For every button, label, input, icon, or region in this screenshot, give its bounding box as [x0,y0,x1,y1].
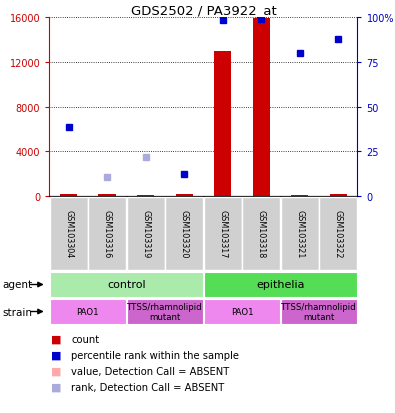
Text: ■: ■ [51,382,62,392]
Text: PAO1: PAO1 [77,307,99,316]
Bar [175,194,193,197]
Bar [204,197,242,271]
Text: strain: strain [2,307,32,317]
Text: TTSS/rhamnolipid
mutant: TTSS/rhamnolipid mutant [127,302,203,321]
Text: GSM103319: GSM103319 [141,210,150,258]
Bar [88,197,126,271]
Text: GSM103321: GSM103321 [295,210,304,258]
Text: rank, Detection Call = ABSENT: rank, Detection Call = ABSENT [71,382,224,392]
Bar [127,299,203,324]
Bar [60,194,77,197]
Bar [291,195,308,197]
Text: TTSS/rhamnolipid
mutant: TTSS/rhamnolipid mutant [281,302,357,321]
Text: GSM103322: GSM103322 [334,210,343,258]
Bar [329,194,347,197]
Text: value, Detection Call = ABSENT: value, Detection Call = ABSENT [71,366,229,376]
Bar [50,299,126,324]
Bar [214,52,231,197]
Text: PAO1: PAO1 [231,307,253,316]
Bar [165,197,203,271]
Bar [252,19,270,197]
Text: epithelia: epithelia [256,280,305,290]
Bar [50,197,88,271]
Bar [137,195,154,197]
Text: agent: agent [2,280,32,290]
Title: GDS2502 / PA3922_at: GDS2502 / PA3922_at [131,4,276,17]
Bar [242,197,280,271]
Text: percentile rank within the sample: percentile rank within the sample [71,350,239,360]
Text: control: control [107,280,146,290]
Bar [204,299,280,324]
Text: ■: ■ [51,350,62,360]
Bar [319,197,357,271]
Bar [281,299,357,324]
Text: count: count [71,334,99,344]
Bar [50,272,203,297]
Text: GSM103316: GSM103316 [103,210,112,258]
Bar [98,194,116,197]
Bar [127,197,165,271]
Text: GSM103304: GSM103304 [64,210,73,258]
Text: ■: ■ [51,334,62,344]
Bar [204,272,357,297]
Text: ■: ■ [51,366,62,376]
Text: GSM103318: GSM103318 [257,210,266,258]
Bar [281,197,319,271]
Text: GSM103320: GSM103320 [180,210,189,258]
Text: GSM103317: GSM103317 [218,210,227,258]
